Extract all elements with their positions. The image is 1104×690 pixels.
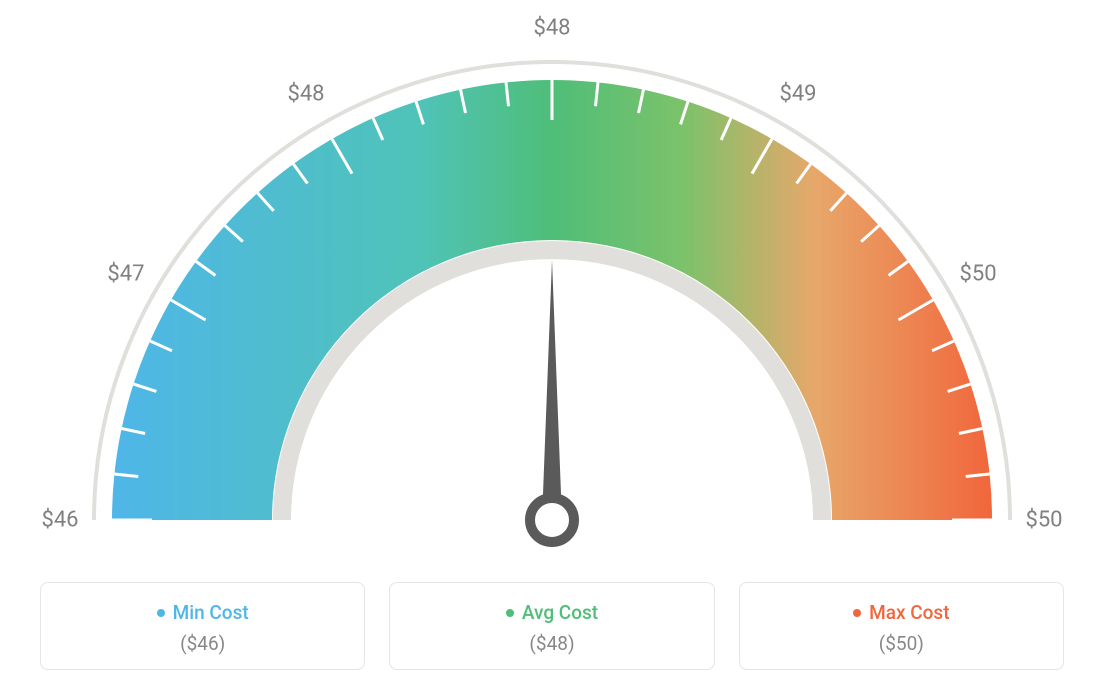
- legend-dot-min: [157, 609, 165, 617]
- gauge-tick-label: $48: [287, 81, 324, 106]
- legend-title-avg: Avg Cost: [506, 601, 598, 624]
- gauge-tick-label: $46: [41, 508, 78, 533]
- gauge-tick-label: $50: [1025, 508, 1062, 533]
- legend-dot-max: [853, 609, 861, 617]
- gauge-tick-label: $48: [533, 16, 570, 41]
- legend-title-min: Min Cost: [157, 601, 249, 624]
- legend-label-avg: Avg Cost: [522, 601, 598, 624]
- legend-label-max: Max Cost: [869, 601, 949, 624]
- legend-card-avg: Avg Cost ($48): [389, 582, 714, 670]
- gauge-svg: [0, 0, 1104, 560]
- gauge-area: $46 $47 $48 $48 $49 $50 $50: [0, 0, 1104, 560]
- gauge-chart-container: $46 $47 $48 $48 $49 $50 $50 Min Cost ($46) Avg…: [0, 0, 1104, 690]
- legend-value-avg: ($48): [402, 632, 701, 655]
- legend-card-max: Max Cost ($50): [739, 582, 1064, 670]
- legend-value-max: ($50): [752, 632, 1051, 655]
- gauge-needle: [542, 260, 562, 520]
- legend-dot-avg: [506, 609, 514, 617]
- gauge-tick-label: $50: [960, 262, 997, 287]
- gauge-needle-hub: [530, 498, 574, 542]
- legend-card-min: Min Cost ($46): [40, 582, 365, 670]
- legend-title-max: Max Cost: [853, 601, 949, 624]
- gauge-tick-label: $47: [107, 262, 144, 287]
- legend-value-min: ($46): [53, 632, 352, 655]
- gauge-tick-label: $49: [779, 81, 816, 106]
- legend-row: Min Cost ($46) Avg Cost ($48) Max Cost (…: [40, 582, 1064, 670]
- legend-label-min: Min Cost: [173, 601, 249, 624]
